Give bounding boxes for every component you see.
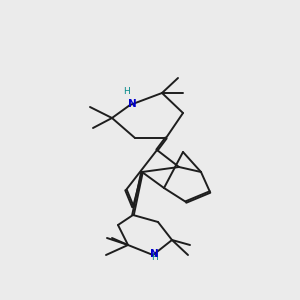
Text: H: H [123,87,129,96]
Text: N: N [128,99,136,109]
Text: N: N [150,249,158,259]
Text: H: H [151,253,158,262]
